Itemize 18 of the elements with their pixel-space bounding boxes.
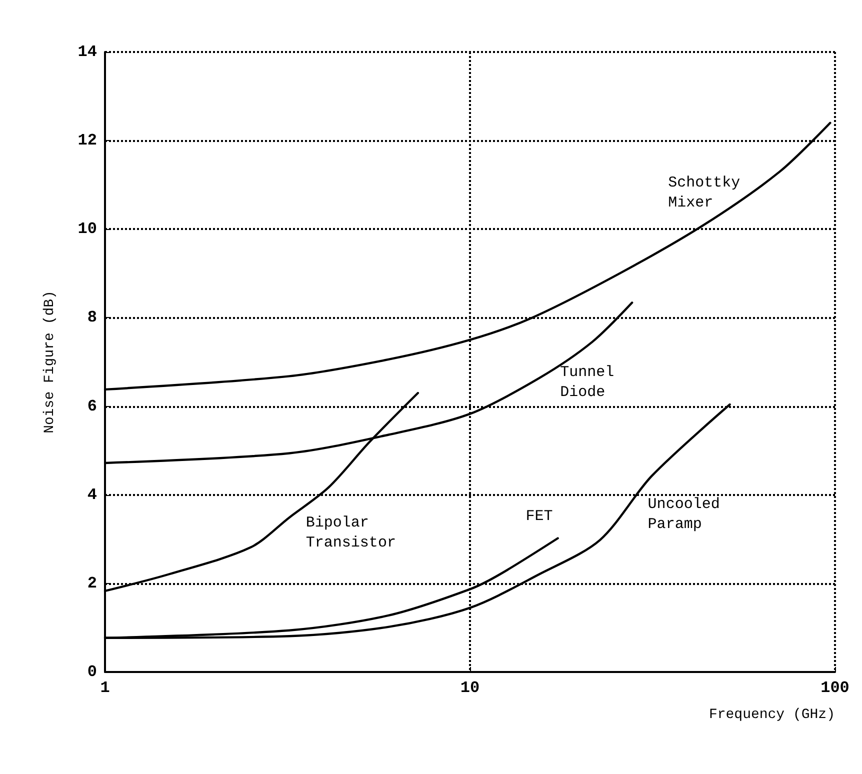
y-tick-label: 8 (87, 308, 97, 327)
y-tick-label: 4 (87, 486, 98, 504)
y-tick-label: 10 (78, 220, 97, 238)
x-tick-label: 100 (820, 679, 850, 697)
y-tick-label: 6 (87, 397, 97, 416)
y-tick-label: 12 (78, 132, 97, 150)
x-tick-label: 10 (460, 679, 480, 697)
series-label: Tunnel Diode (560, 364, 624, 402)
x-tick-label: 1 (100, 679, 110, 697)
series-label: Bipolar Transistor (306, 514, 396, 552)
series-label: FET (526, 508, 553, 525)
y-tick-label: 14 (78, 43, 98, 61)
y-tick-label: 2 (87, 574, 97, 592)
y-axis-title: Noise Figure (dB) (42, 290, 58, 434)
series-label: Schottky Mixer (668, 174, 750, 212)
x-axis-title: Frequency (GHz) (708, 707, 835, 723)
y-tick-label: 0 (87, 663, 97, 681)
series-label: Uncooled Paramp (648, 496, 729, 534)
